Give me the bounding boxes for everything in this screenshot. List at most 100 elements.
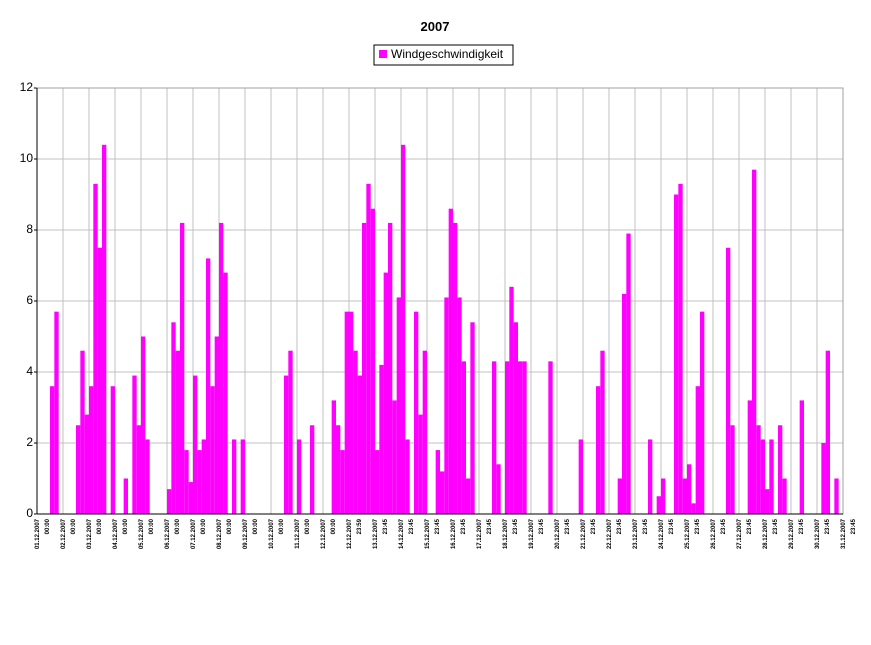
- legend-label: Windgeschwindigkeit: [391, 47, 504, 61]
- x-tick-label: 23:45: [435, 518, 441, 534]
- x-tick-label: 23:45: [591, 518, 597, 534]
- bar: [201, 439, 206, 514]
- bar: [344, 311, 349, 514]
- x-tick-label: 04.12.2007: [113, 518, 119, 549]
- x-tick-label: 23:45: [565, 518, 571, 534]
- x-tick-label: 01.12.2007: [35, 518, 41, 549]
- bar: [379, 364, 384, 514]
- bar: [310, 425, 315, 514]
- y-tick-label: 0: [26, 506, 33, 520]
- x-tick-label: 29.12.2007: [789, 518, 795, 549]
- x-tick-label: 23:45: [539, 518, 545, 534]
- bar: [336, 425, 341, 514]
- x-tick-label: 15.12.2007: [425, 518, 431, 549]
- bar: [288, 350, 293, 514]
- bar: [93, 183, 98, 514]
- bar: [132, 375, 137, 514]
- x-tick-label: 03.12.2007: [87, 518, 93, 549]
- bar: [825, 350, 830, 514]
- bar: [496, 464, 501, 514]
- bar: [383, 272, 388, 514]
- bar: [435, 450, 440, 514]
- bar: [340, 450, 345, 514]
- x-tick-label: 23.12.2007: [633, 518, 639, 549]
- x-tick-label: 24.12.2007: [659, 518, 665, 549]
- bar: [691, 503, 696, 514]
- bar: [440, 471, 445, 514]
- bar: [349, 311, 354, 514]
- x-tick-label: 30.12.2007: [815, 518, 821, 549]
- bar: [422, 350, 427, 514]
- bar: [656, 496, 661, 514]
- x-tick-label: 23:45: [747, 518, 753, 534]
- bar: [193, 375, 198, 514]
- x-tick-label: 08.12.2007: [217, 518, 223, 549]
- bar: [682, 478, 687, 514]
- bar: [89, 386, 94, 514]
- bar: [401, 144, 406, 515]
- x-tick-label: 19.12.2007: [529, 518, 535, 549]
- bar: [678, 183, 683, 514]
- bar: [760, 439, 765, 514]
- legend-swatch: [379, 50, 387, 58]
- x-tick-label: 00:00: [331, 518, 337, 534]
- bar: [626, 233, 631, 515]
- bar: [102, 144, 107, 515]
- y-tick-label: 10: [20, 151, 34, 165]
- x-tick-label: 26.12.2007: [711, 518, 717, 549]
- x-tick-label: 23:45: [383, 518, 389, 534]
- bar: [457, 297, 462, 514]
- bar: [145, 439, 150, 514]
- x-tick-label: 28.12.2007: [763, 518, 769, 549]
- bar: [396, 297, 401, 514]
- bar: [648, 439, 653, 514]
- x-tick-label: 00:00: [253, 518, 259, 534]
- x-tick-label: 23:45: [643, 518, 649, 534]
- bar: [444, 297, 449, 514]
- bar: [388, 222, 393, 514]
- x-tick-label: 18.12.2007: [503, 518, 509, 549]
- bar: [756, 425, 761, 514]
- x-tick-label: 11.12.2007: [295, 518, 301, 548]
- bar: [210, 386, 215, 514]
- bar: [353, 350, 358, 514]
- bar: [392, 400, 397, 514]
- x-tick-label: 23:45: [825, 518, 831, 534]
- bar: [470, 322, 475, 514]
- bar: [834, 478, 839, 514]
- x-tick-label: 20.12.2007: [555, 518, 561, 549]
- y-tick-label: 8: [26, 222, 33, 236]
- bar: [414, 311, 419, 514]
- bar: [778, 425, 783, 514]
- bar: [622, 293, 627, 514]
- bar: [518, 361, 523, 514]
- x-tick-label: 10.12.2007: [269, 518, 275, 549]
- bar: [171, 322, 176, 514]
- bar: [695, 386, 700, 514]
- x-tick-label: 06.12.2007: [165, 518, 171, 549]
- bar: [418, 414, 423, 514]
- bar: [505, 361, 510, 514]
- bar: [600, 350, 605, 514]
- bar: [752, 169, 757, 514]
- bar: [141, 336, 146, 514]
- x-tick-label: 05.12.2007: [139, 518, 145, 549]
- x-tick-label: 12.12.2007: [347, 518, 353, 549]
- x-tick-label: 23:45: [669, 518, 675, 534]
- bar: [180, 222, 185, 514]
- x-tick-label: 31.12.2007: [841, 518, 847, 549]
- bar: [284, 375, 289, 514]
- bar: [232, 439, 237, 514]
- bar: [84, 414, 89, 514]
- x-tick-label: 12.12.2007: [321, 518, 327, 549]
- x-tick-label: 23:45: [695, 518, 701, 534]
- bar: [136, 425, 141, 514]
- bar: [799, 400, 804, 514]
- y-tick-label: 12: [20, 80, 34, 94]
- bar: [184, 450, 189, 514]
- x-tick-label: 23:45: [409, 518, 415, 534]
- x-tick-label: 23:45: [851, 518, 857, 534]
- bar: [617, 478, 622, 514]
- x-tick-label: 16.12.2007: [451, 518, 457, 549]
- bar: [357, 375, 362, 514]
